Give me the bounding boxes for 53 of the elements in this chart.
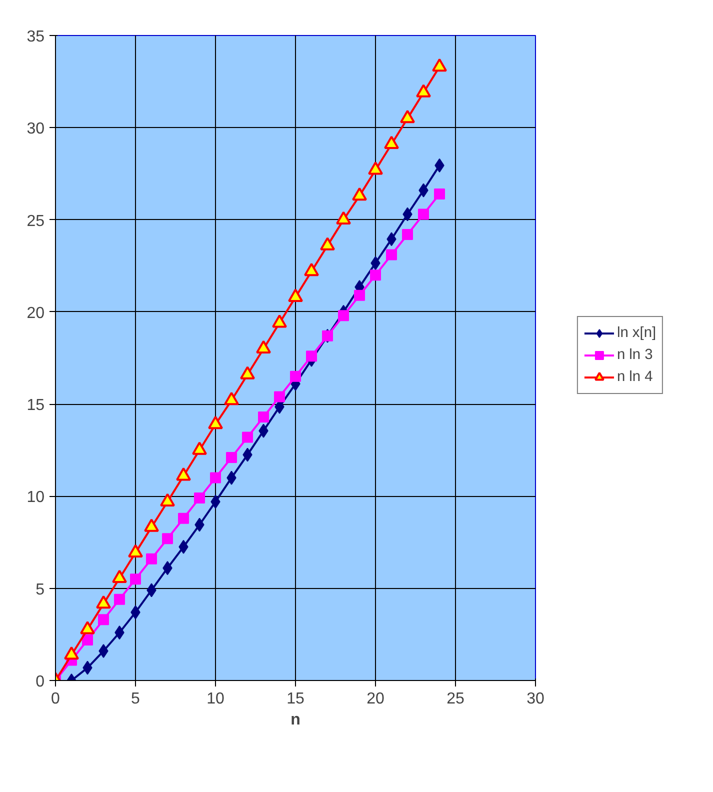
point bbox=[386, 249, 397, 260]
point bbox=[384, 136, 399, 149]
y-tick-label: 10 bbox=[26, 489, 45, 506]
y-tick-label: 25 bbox=[26, 212, 45, 230]
point bbox=[432, 58, 447, 72]
point bbox=[242, 432, 253, 443]
point bbox=[368, 162, 383, 175]
x-tick-label: 0 bbox=[51, 690, 60, 708]
x-tick-label: 20 bbox=[366, 690, 384, 708]
point bbox=[274, 391, 285, 402]
x-tick-label: 25 bbox=[446, 690, 464, 708]
point bbox=[130, 574, 141, 585]
point bbox=[258, 411, 269, 422]
point bbox=[256, 340, 271, 354]
point bbox=[194, 492, 205, 504]
point bbox=[400, 110, 415, 124]
x-axis-title: n bbox=[290, 712, 300, 728]
x-tick-label: 15 bbox=[286, 690, 304, 708]
point bbox=[210, 472, 221, 484]
point bbox=[162, 533, 173, 544]
point bbox=[146, 553, 157, 564]
point bbox=[226, 452, 237, 464]
y-tick-label: 35 bbox=[26, 28, 45, 46]
legend-label: n ln 3 bbox=[616, 346, 653, 362]
legend-label: n ln 4 bbox=[616, 368, 653, 384]
y-tick-label: 5 bbox=[36, 581, 45, 598]
point bbox=[402, 229, 413, 240]
point bbox=[416, 84, 431, 98]
point bbox=[306, 350, 317, 362]
y-tick-label: 0 bbox=[36, 674, 45, 690]
y-tick-label: 15 bbox=[26, 397, 45, 414]
point bbox=[98, 614, 109, 626]
point bbox=[320, 237, 335, 250]
point bbox=[82, 634, 93, 646]
point bbox=[288, 288, 303, 302]
x-tick-label: 30 bbox=[526, 690, 544, 708]
point bbox=[304, 262, 319, 276]
x-tick-label: 10 bbox=[206, 690, 224, 708]
point bbox=[352, 187, 367, 201]
point bbox=[418, 208, 429, 220]
point bbox=[370, 270, 381, 281]
point bbox=[434, 188, 445, 200]
point bbox=[114, 594, 125, 605]
point bbox=[290, 370, 301, 382]
point bbox=[354, 290, 365, 301]
y-tick-label: 20 bbox=[26, 304, 45, 322]
point bbox=[338, 310, 349, 322]
point bbox=[336, 211, 351, 225]
point bbox=[240, 366, 255, 380]
y-tick-label: 30 bbox=[26, 120, 45, 138]
point bbox=[178, 512, 189, 524]
legend-label: ln x[n] bbox=[616, 324, 656, 340]
x-tick-label: 5 bbox=[131, 690, 140, 708]
